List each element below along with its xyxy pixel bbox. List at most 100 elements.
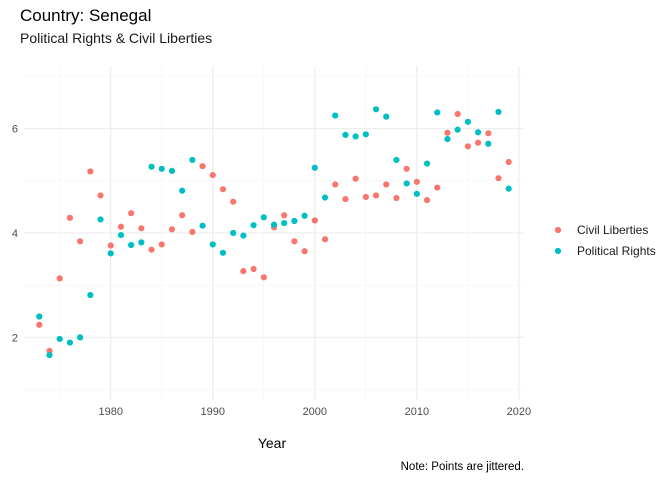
legend: Civil Liberties Political Rights [554, 223, 656, 258]
point-political-rights [179, 187, 186, 194]
point-civil-liberties [311, 217, 318, 224]
point-political-rights [36, 313, 43, 320]
point-civil-liberties [362, 193, 369, 201]
legend-label-civil-liberties: Civil Liberties [577, 223, 648, 237]
point-civil-liberties [454, 110, 461, 118]
point-political-rights [66, 339, 74, 346]
point-political-rights [413, 190, 420, 197]
point-civil-liberties [505, 158, 512, 166]
point-civil-liberties [495, 175, 502, 182]
x-tick-label: 2010 [405, 406, 429, 418]
point-political-rights [260, 214, 267, 221]
point-political-rights [219, 249, 227, 256]
point-civil-liberties [209, 171, 216, 179]
point-civil-liberties [168, 226, 176, 233]
point-civil-liberties [352, 175, 359, 182]
point-political-rights [301, 212, 308, 219]
point-political-rights [168, 167, 176, 174]
point-civil-liberties [342, 195, 349, 203]
point-political-rights [240, 232, 247, 239]
point-civil-liberties [138, 225, 145, 232]
point-political-rights [230, 229, 237, 237]
point-civil-liberties [474, 139, 482, 146]
point-civil-liberties [372, 192, 380, 199]
point-civil-liberties [87, 168, 94, 175]
point-civil-liberties [107, 242, 114, 249]
point-political-rights [270, 221, 278, 228]
point-civil-liberties [464, 143, 471, 150]
point-political-rights [342, 131, 349, 138]
point-political-rights [46, 352, 53, 359]
point-political-rights [97, 216, 104, 223]
point-political-rights [158, 165, 165, 172]
x-tick-label: 1990 [201, 406, 225, 418]
point-civil-liberties [393, 194, 400, 202]
x-tick-label: 2000 [303, 406, 327, 418]
legend-key-civil-liberties [554, 226, 562, 234]
point-civil-liberties [77, 238, 84, 245]
legend-label-political-rights: Political Rights [577, 244, 656, 258]
point-civil-liberties [240, 267, 247, 275]
point-civil-liberties [117, 223, 125, 230]
x-tick-label: 1980 [98, 406, 122, 418]
point-civil-liberties [281, 212, 288, 219]
y-tick-label: 4 [12, 228, 18, 240]
point-political-rights [485, 140, 492, 147]
point-civil-liberties [403, 165, 410, 172]
point-civil-liberties [230, 198, 237, 205]
point-political-rights [352, 133, 359, 140]
point-political-rights [505, 185, 512, 192]
point-civil-liberties [434, 184, 441, 191]
y-tick-labels: 2 4 6 [12, 124, 18, 345]
point-political-rights [423, 160, 431, 167]
point-political-rights [77, 334, 84, 341]
point-political-rights [321, 194, 329, 201]
point-civil-liberties [97, 192, 104, 199]
point-civil-liberties [128, 210, 135, 217]
point-political-rights [281, 219, 288, 227]
point-political-rights [393, 156, 400, 164]
point-civil-liberties [179, 212, 186, 219]
point-civil-liberties [332, 181, 339, 188]
point-civil-liberties [291, 238, 298, 245]
y-tick-label: 2 [12, 332, 18, 344]
point-political-rights [332, 112, 339, 119]
point-civil-liberties [423, 197, 431, 204]
point-political-rights [199, 222, 206, 229]
point-civil-liberties [260, 274, 267, 281]
point-civil-liberties [158, 241, 165, 248]
point-political-rights [56, 335, 63, 343]
point-civil-liberties [66, 214, 74, 221]
grid [24, 66, 524, 400]
chart-caption: Note: Points are jittered. [401, 461, 524, 473]
x-tick-label: 2020 [507, 406, 531, 418]
point-political-rights [291, 217, 298, 225]
point-political-rights [117, 231, 125, 239]
point-civil-liberties [56, 275, 63, 282]
point-political-rights [128, 241, 135, 249]
x-tick-labels: 1980 1990 2000 2010 2020 [98, 406, 531, 418]
data-points [36, 106, 512, 359]
point-civil-liberties [485, 130, 492, 137]
point-civil-liberties [321, 236, 329, 243]
point-civil-liberties [36, 321, 43, 328]
point-civil-liberties [413, 178, 420, 185]
point-political-rights [474, 129, 482, 136]
x-axis-title: Year [258, 435, 287, 451]
point-civil-liberties [148, 246, 155, 253]
point-political-rights [403, 180, 410, 187]
chart-title: Country: Senegal [20, 6, 151, 25]
point-political-rights [464, 118, 471, 125]
point-political-rights [372, 106, 380, 113]
y-tick-label: 6 [12, 124, 18, 136]
point-political-rights [383, 113, 390, 120]
point-civil-liberties [189, 228, 196, 236]
point-political-rights [434, 109, 441, 116]
chart-subtitle: Political Rights & Civil Liberties [20, 30, 212, 46]
point-civil-liberties [301, 248, 308, 255]
point-political-rights [87, 292, 94, 299]
point-political-rights [148, 163, 155, 170]
point-political-rights [250, 222, 257, 229]
point-civil-liberties [444, 129, 451, 136]
